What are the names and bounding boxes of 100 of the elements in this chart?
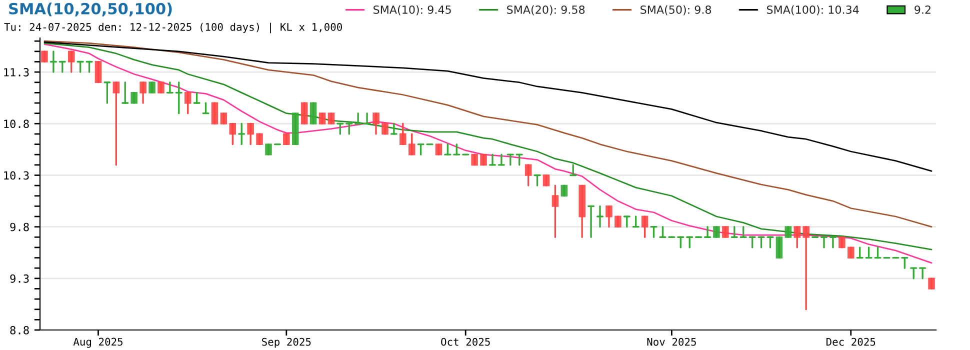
candlestick <box>247 122 254 146</box>
candlestick <box>704 226 712 238</box>
candlestick <box>802 226 810 310</box>
y-tick-label: 11.3 <box>4 68 29 76</box>
candlestick <box>346 122 353 135</box>
candlestick <box>784 226 792 238</box>
candlestick <box>542 174 550 186</box>
candlestick <box>220 112 228 124</box>
candlestick <box>229 122 236 146</box>
candlestick <box>650 226 658 238</box>
candlestick <box>776 236 783 259</box>
candlestick <box>919 267 926 280</box>
candlestick <box>471 154 478 166</box>
candlestick <box>435 143 442 156</box>
x-tick-label: Dec 2025 <box>826 338 876 346</box>
candlestick <box>838 236 846 248</box>
candlestick <box>158 82 164 94</box>
candlestick <box>202 102 210 114</box>
candlestick <box>148 82 156 94</box>
candlestick <box>901 256 908 269</box>
y-tick-label: 10.3 <box>4 171 29 180</box>
candlestick <box>166 82 174 94</box>
candlestick <box>623 216 630 228</box>
candlestick <box>175 82 182 114</box>
candlestick <box>390 122 398 135</box>
candlestick <box>748 236 756 248</box>
candlestick <box>265 143 272 156</box>
candlestick <box>50 50 57 73</box>
candlestick <box>86 60 93 73</box>
candlestick <box>354 112 362 124</box>
candlestick <box>641 216 648 238</box>
candlestick <box>104 82 111 104</box>
candlestick <box>382 122 388 135</box>
candlestick <box>829 236 836 248</box>
y-tick-label: 9.8 <box>10 222 29 232</box>
candlestick <box>928 278 935 290</box>
candlestick <box>686 236 694 248</box>
candlestick <box>516 154 523 166</box>
candlestick <box>256 133 263 146</box>
candlestick <box>534 174 541 186</box>
candlestick <box>847 246 854 259</box>
legend-label: SMA(10): 9.45 <box>374 5 451 16</box>
x-tick-label: Sep 2025 <box>262 338 311 348</box>
candlestick <box>820 236 828 248</box>
candlestick <box>524 164 532 186</box>
legend-label: SMA(100): 10.34 <box>766 5 859 16</box>
candlestick <box>596 205 604 228</box>
candlestick <box>552 184 559 238</box>
chart-title: SMA(10,20,50,100) <box>9 2 172 16</box>
candlestick <box>588 205 595 238</box>
candlestick <box>453 143 460 156</box>
candlestick <box>488 154 496 166</box>
candlestick <box>713 226 720 238</box>
candlestick <box>399 122 406 146</box>
x-tick-label: Nov 2025 <box>647 338 696 346</box>
candlestick <box>794 226 801 248</box>
candlestick <box>408 133 416 156</box>
candlestick <box>506 154 514 166</box>
candlestick <box>560 184 568 197</box>
legend-label: SMA(20): 9.58 <box>507 5 585 16</box>
candlestick <box>722 226 729 238</box>
y-tick-label: 8.8 <box>10 326 29 334</box>
candlestick <box>238 122 246 146</box>
candlestick <box>336 122 344 135</box>
candlestick <box>94 60 102 84</box>
x-tick-label: Oct 2025 <box>441 338 490 346</box>
y-tick-label: 10.8 <box>4 120 29 128</box>
legend-label: 9.2 <box>914 5 930 14</box>
candlestick <box>659 226 666 238</box>
candlestick <box>76 60 84 73</box>
candlestick <box>68 50 75 73</box>
candlestick <box>184 92 192 114</box>
chart-subtitle: Tu: 24-07-2025 den: 12-12-2025 (100 days) | KL x 1,000 <box>4 22 342 34</box>
candlestick <box>130 92 138 104</box>
candlestick <box>112 82 120 166</box>
candlestick <box>614 216 622 228</box>
candlestick <box>58 60 66 73</box>
candlestick <box>310 102 317 124</box>
candlestick <box>193 92 200 104</box>
candlestick <box>41 50 48 63</box>
candlestick <box>328 112 335 124</box>
candlestick <box>856 246 864 259</box>
y-tick-label: 9.3 <box>10 274 29 283</box>
candlestick <box>632 216 640 228</box>
candlestick <box>444 143 452 156</box>
candlestick <box>300 102 308 124</box>
candlestick <box>318 112 326 124</box>
candlestick <box>910 267 918 280</box>
candlestick <box>677 236 684 248</box>
candlestick <box>730 226 738 238</box>
candlestick <box>606 205 612 228</box>
candlestick <box>740 226 747 238</box>
candlestick <box>372 112 380 135</box>
candlestick <box>364 112 371 124</box>
x-tick-label: Aug 2025 <box>73 338 122 348</box>
candlestick <box>140 82 146 104</box>
candlestick <box>570 164 577 176</box>
candlestick <box>498 154 505 166</box>
candlestick <box>211 102 218 124</box>
candlestick <box>480 154 487 166</box>
